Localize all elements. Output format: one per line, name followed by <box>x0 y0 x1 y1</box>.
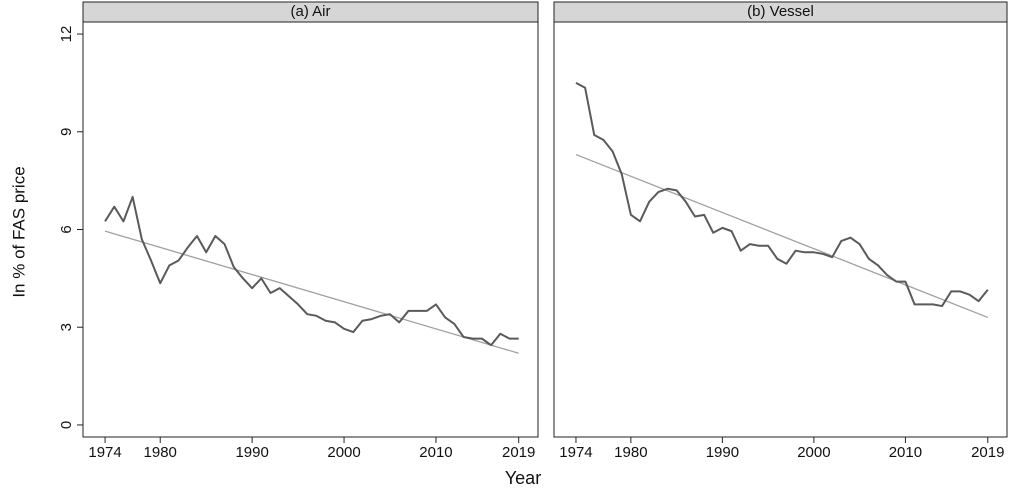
plot-frame <box>82 21 539 438</box>
x-tick-label: 1990 <box>706 444 739 461</box>
panel-title: (b) Vessel <box>747 3 814 20</box>
x-tick-label: 2019 <box>971 444 1004 461</box>
data-line <box>575 82 989 308</box>
plot-frame <box>553 21 1008 438</box>
x-tick-label: 2010 <box>889 444 922 461</box>
x-tick-label: 1974 <box>88 444 121 461</box>
x-tick-label: 1980 <box>614 444 647 461</box>
x-axis-label: Year <box>505 468 541 488</box>
x-tick-label: 2010 <box>419 444 452 461</box>
y-axis-label: In % of FAS price <box>9 166 28 297</box>
y-tick-label: 6 <box>58 225 75 233</box>
x-tick-label: 2019 <box>502 444 535 461</box>
fit-line <box>104 230 519 354</box>
y-tick-label: 0 <box>58 421 75 429</box>
x-tick-label: 2000 <box>797 444 830 461</box>
panel-title: (a) Air <box>290 3 330 20</box>
y-tick-label: 12 <box>58 26 75 43</box>
y-tick-label: 3 <box>58 323 75 331</box>
x-tick-label: 1980 <box>144 444 177 461</box>
x-tick-label: 1990 <box>235 444 268 461</box>
x-tick-label: 1974 <box>559 444 592 461</box>
x-tick-label: 2000 <box>327 444 360 461</box>
data-line <box>104 195 519 347</box>
fit-line <box>575 153 989 319</box>
y-tick-label: 9 <box>58 128 75 136</box>
